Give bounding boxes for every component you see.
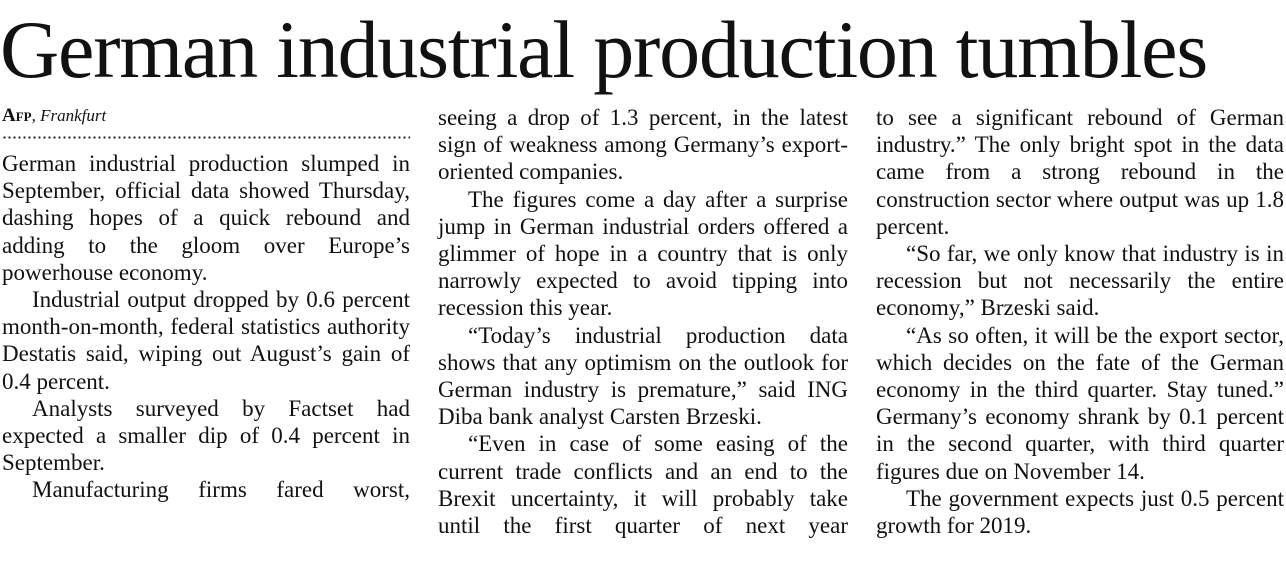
paragraph: Analysts surveyed by Factset had expecte… — [2, 395, 410, 476]
paragraph: seeing a drop of 1.3 percent, in the lat… — [438, 105, 848, 185]
headline: German industrial production tumbles — [0, 4, 1208, 95]
paragraph: “So far, we only know that industry is i… — [876, 241, 1284, 321]
dotted-divider — [2, 132, 410, 144]
paragraph: German industrial production slumped in … — [2, 151, 410, 285]
paragraph: “Today’s industrial production data show… — [438, 322, 848, 430]
article-column-2: seeing a drop of 1.3 percent, in the lat… — [438, 104, 848, 539]
paragraph: The government expects just 0.5 percent … — [876, 485, 1284, 539]
paragraph: The figures come a day after a surprise … — [438, 186, 848, 321]
paragraph: to see a significant rebound of German i… — [876, 105, 1284, 239]
paragraph: Industrial output dropped by 0.6 percent… — [2, 287, 410, 394]
byline: Afp, Frankfurt — [2, 105, 107, 126]
byline-agency: Afp — [2, 105, 32, 126]
byline-city: Frankfurt — [40, 106, 107, 125]
paragraph: “As so often, it will be the export sect… — [876, 322, 1284, 484]
article-column-3: to see a significant rebound of German i… — [876, 104, 1284, 539]
paragraph: “Even in case of some easing of the curr… — [438, 431, 848, 539]
paragraph: Manufacturing firms fared worst, — [32, 477, 410, 503]
article-column-1: Afp, Frankfurt German industrial product… — [2, 104, 410, 504]
